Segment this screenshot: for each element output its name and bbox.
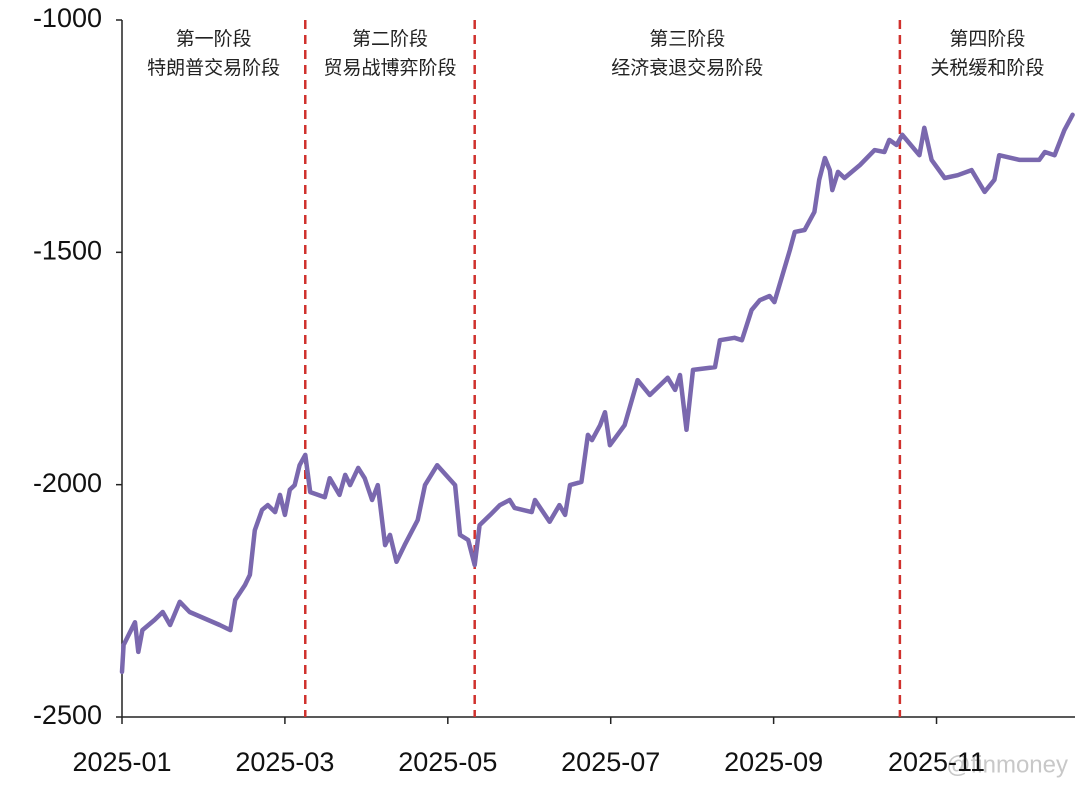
x-tick-label: 2025-05 xyxy=(398,747,497,777)
phase-subtitle: 贸易战博弈阶段 xyxy=(323,57,456,79)
phase-subtitle: 经济衰退交易阶段 xyxy=(611,57,763,79)
watermark: @finmoney xyxy=(946,751,1068,778)
phase-title: 第一阶段 xyxy=(176,28,252,50)
phase-subtitle: 关税缓和阶段 xyxy=(930,57,1044,79)
y-tick-label: -1000 xyxy=(33,3,102,33)
phase-title: 第四阶段 xyxy=(949,28,1025,50)
y-tick-label: -1500 xyxy=(33,235,102,265)
y-tick-label: -2000 xyxy=(33,468,102,498)
x-tick-label: 2025-07 xyxy=(561,747,660,777)
phase-title: 第二阶段 xyxy=(352,28,428,50)
x-tick-label: 2025-03 xyxy=(235,747,334,777)
x-tick-label: 2025-09 xyxy=(724,747,823,777)
phase-title: 第三阶段 xyxy=(649,28,725,50)
x-tick-label: 2025-01 xyxy=(72,747,171,777)
phase-subtitle: 特朗普交易阶段 xyxy=(147,57,280,79)
x-tick-label: 2025-11 xyxy=(888,747,985,777)
line-series xyxy=(119,112,1075,675)
y-tick-label: -2500 xyxy=(33,700,102,730)
